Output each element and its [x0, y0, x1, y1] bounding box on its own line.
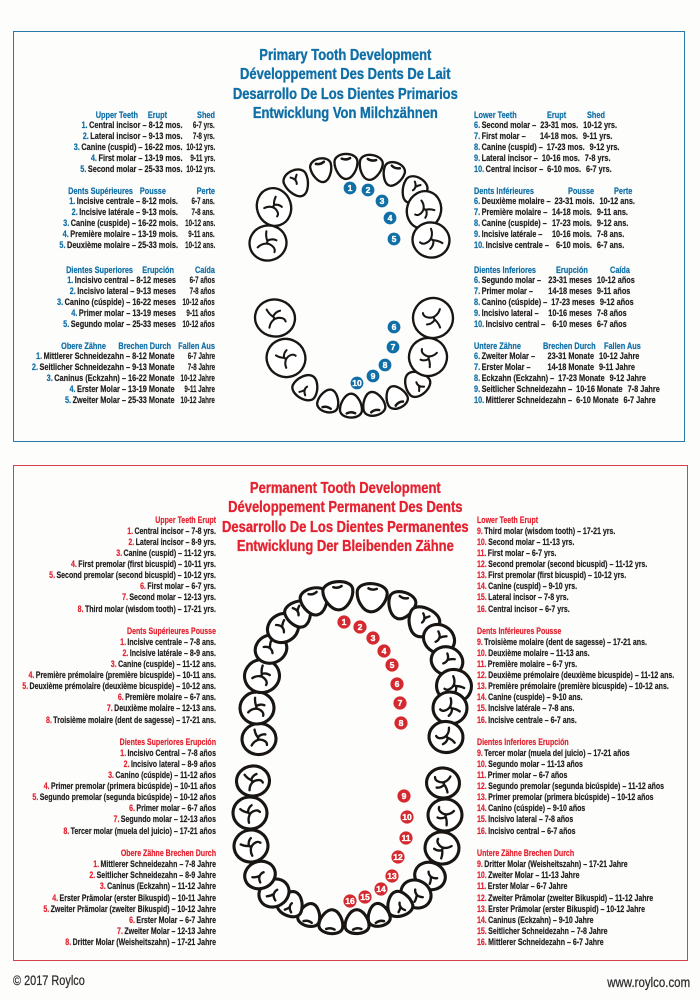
svg-text:1: 1: [348, 183, 353, 193]
svg-text:3: 3: [380, 196, 385, 206]
svg-text:8: 8: [383, 360, 388, 370]
svg-text:5: 5: [392, 234, 397, 244]
svg-text:7: 7: [391, 342, 396, 352]
svg-text:1: 1: [342, 617, 347, 627]
svg-text:9: 9: [402, 791, 407, 801]
svg-text:10: 10: [352, 378, 362, 388]
svg-text:12: 12: [393, 852, 403, 862]
svg-text:7: 7: [398, 698, 403, 708]
svg-text:5: 5: [390, 660, 395, 670]
svg-text:8: 8: [399, 718, 404, 728]
svg-text:9: 9: [371, 371, 376, 381]
svg-text:3: 3: [371, 633, 376, 643]
svg-text:15: 15: [360, 892, 370, 902]
svg-text:4: 4: [388, 213, 393, 223]
svg-text:16: 16: [345, 896, 355, 906]
svg-text:10: 10: [402, 812, 412, 822]
svg-text:6: 6: [392, 322, 397, 332]
svg-text:11: 11: [401, 833, 410, 843]
svg-text:6: 6: [395, 679, 400, 689]
svg-text:14: 14: [376, 884, 386, 894]
svg-text:13: 13: [387, 871, 397, 881]
svg-text:4: 4: [382, 646, 387, 656]
svg-text:2: 2: [358, 622, 363, 632]
svg-text:2: 2: [366, 185, 371, 195]
